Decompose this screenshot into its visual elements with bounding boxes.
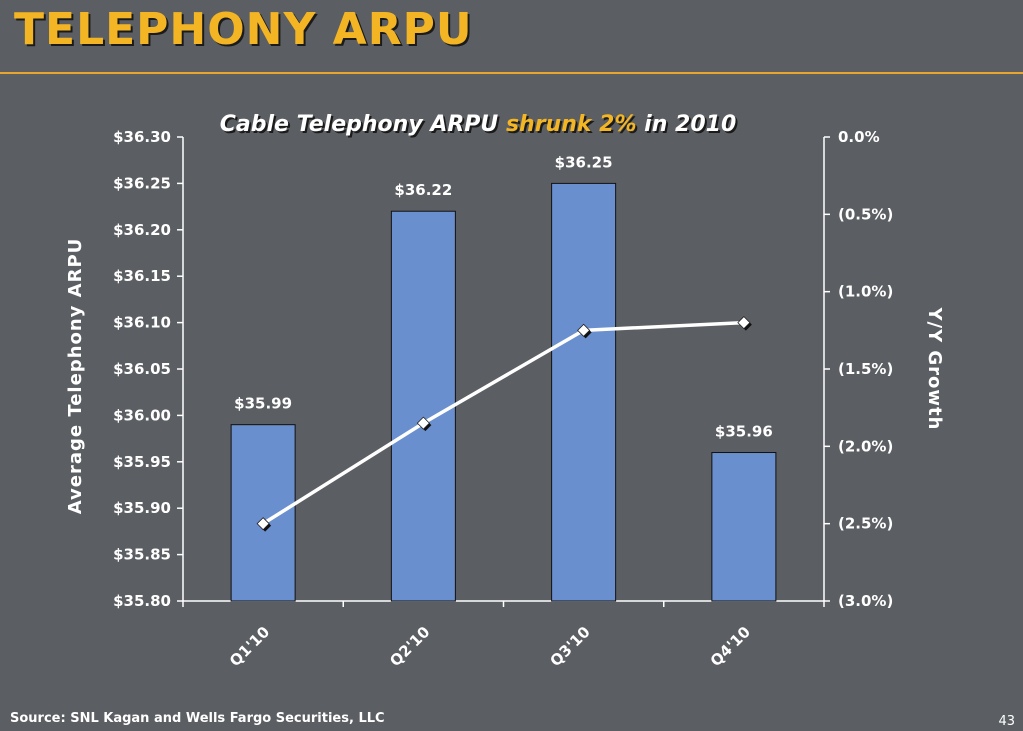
left-tick-label: $36.20: [113, 221, 171, 239]
right-tick-label: 0.0%: [838, 128, 880, 146]
x-category-label: Q3'10: [547, 623, 594, 670]
left-tick-label: $35.90: [113, 499, 171, 517]
growth-marker: [256, 517, 270, 531]
left-tick-label: $35.80: [113, 592, 171, 610]
x-category-label: Q4'10: [707, 623, 754, 670]
bar-data-label: $35.99: [234, 395, 292, 413]
right-tick-label: (2.5%): [838, 515, 893, 533]
chart-title-part1: Cable Telephony ARPU: [219, 112, 506, 137]
chart-title-highlight: shrunk 2%: [505, 112, 637, 137]
right-tick-label: (1.5%): [838, 360, 893, 378]
left-tick-label: $36.10: [113, 314, 171, 332]
bar-data-label: $36.25: [555, 153, 613, 171]
right-tick-label: (2.0%): [838, 437, 893, 455]
x-category-label: Q2'10: [386, 623, 433, 670]
right-tick-label: (3.0%): [838, 592, 893, 610]
left-tick-label: $36.30: [113, 128, 171, 146]
page-title: TELEPHONY ARPU: [14, 4, 473, 55]
left-tick-label: $36.15: [113, 267, 171, 285]
growth-marker: [416, 416, 430, 430]
growth-marker: [737, 316, 751, 330]
source-note: Source: SNL Kagan and Wells Fargo Securi…: [10, 711, 385, 726]
left-tick-label: $36.25: [113, 174, 171, 192]
bar: [230, 424, 296, 602]
chart-title: Cable Telephony ARPU shrunk 2% in 2010: [0, 112, 956, 137]
bar: [551, 182, 617, 602]
chart-title-part2: in 2010: [636, 112, 737, 137]
bar: [390, 210, 456, 602]
y2-axis-title: Y/Y Growth: [924, 307, 945, 431]
left-tick-label: $36.00: [113, 406, 171, 424]
growth-marker: [577, 323, 591, 337]
left-tick-label: $36.05: [113, 360, 171, 378]
x-category-label: Q1'10: [226, 623, 273, 670]
bar: [711, 452, 777, 602]
title-divider: [0, 72, 1023, 74]
left-tick-label: $35.85: [113, 546, 171, 564]
bar-data-label: $35.96: [715, 423, 773, 441]
growth-line: [262, 320, 744, 526]
right-tick-label: (1.0%): [838, 283, 893, 301]
bar-data-label: $36.22: [394, 181, 452, 199]
right-tick-label: (0.5%): [838, 205, 893, 223]
left-tick-label: $35.95: [113, 453, 171, 471]
page-number: 43: [998, 714, 1015, 729]
y-axis-title: Average Telephony ARPU: [65, 238, 86, 515]
